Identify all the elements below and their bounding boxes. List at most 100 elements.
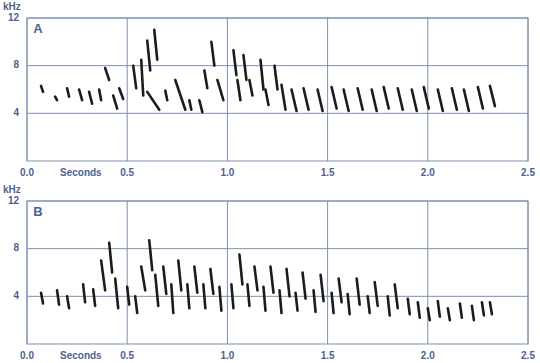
x-tick-label: 0.5	[120, 350, 134, 361]
note-stroke	[113, 95, 117, 108]
note-stroke	[282, 85, 286, 110]
note-stroke	[55, 97, 57, 101]
y-tick-label: 8	[13, 242, 19, 253]
note-stroke	[147, 41, 150, 71]
plot-frame	[27, 18, 528, 161]
note-stroke	[395, 284, 398, 308]
y-grid-line	[27, 113, 528, 114]
x-tick-label: 1.0	[220, 167, 234, 178]
note-stroke	[67, 296, 69, 308]
note-stroke	[83, 284, 85, 302]
note-stroke	[243, 55, 246, 80]
note-stroke	[292, 90, 297, 111]
x-grid-line	[27, 18, 28, 161]
x-tick-label: 1.5	[321, 167, 335, 178]
note-stroke	[418, 302, 420, 317]
note-stroke	[384, 87, 389, 108]
note-stroke	[339, 278, 342, 302]
y-tick-label: 4	[13, 107, 19, 118]
note-stroke	[57, 290, 59, 304]
x-tick-label: 0.0	[20, 350, 34, 361]
note-stroke	[368, 296, 370, 313]
note-stroke	[388, 296, 390, 315]
notes	[41, 240, 492, 320]
note-stroke	[270, 267, 273, 293]
note-stroke	[348, 294, 350, 314]
note-stroke	[211, 42, 214, 66]
x-grid-line	[327, 201, 328, 344]
notes	[41, 30, 495, 112]
panel-title: B	[33, 204, 42, 219]
x-grid-line	[528, 201, 529, 344]
plot-frame	[27, 201, 528, 344]
x-tick-label: 2.0	[421, 167, 435, 178]
note-stroke	[375, 282, 378, 306]
y-grid-line	[27, 65, 528, 66]
note-stroke	[280, 290, 282, 313]
note-stroke	[460, 303, 462, 317]
note-stroke	[464, 90, 469, 111]
note-stroke	[372, 90, 377, 111]
note-stroke	[452, 88, 457, 109]
note-stroke	[332, 293, 334, 313]
note-stroke	[175, 80, 185, 110]
note-stroke	[296, 293, 298, 311]
note-stroke	[203, 284, 205, 308]
note-stroke	[239, 255, 242, 285]
note-stroke	[472, 306, 474, 320]
note-stroke	[303, 273, 306, 299]
y-axis-label: kHz	[3, 184, 21, 195]
note-stroke	[135, 296, 137, 313]
note-stroke	[438, 90, 443, 111]
y-axis-label: kHz	[3, 1, 21, 12]
note-stroke	[260, 60, 263, 90]
note-stroke	[165, 91, 167, 101]
note-stroke	[231, 284, 233, 308]
note-stroke	[155, 275, 158, 306]
x-tick-label: 2.0	[421, 350, 435, 361]
note-stroke	[357, 278, 360, 304]
x-tick-label: 1.5	[321, 350, 335, 361]
note-stroke	[89, 92, 92, 104]
note-stroke	[149, 240, 152, 270]
note-stroke	[344, 90, 349, 111]
note-stroke	[199, 100, 202, 112]
note-stroke	[217, 80, 223, 100]
note-stroke	[398, 88, 403, 109]
note-stroke	[314, 290, 316, 311]
x-axis-label: Seconds	[60, 350, 102, 361]
note-stroke	[358, 88, 363, 109]
note-stroke	[304, 88, 309, 109]
note-stroke	[265, 90, 268, 105]
y-tick-label: 4	[13, 290, 19, 301]
y-tick-label: 12	[8, 195, 20, 206]
note-stroke	[163, 267, 166, 294]
note-stroke	[204, 70, 207, 88]
note-stroke	[482, 302, 484, 315]
x-grid-line	[127, 18, 128, 161]
x-grid-line	[27, 201, 28, 344]
note-stroke	[154, 30, 157, 60]
note-stroke	[147, 92, 159, 110]
note-stroke	[127, 287, 129, 305]
note-stroke	[412, 90, 417, 111]
x-grid-line	[427, 201, 428, 344]
note-stroke	[101, 261, 105, 291]
note-stroke	[318, 90, 323, 111]
x-axis-label: Seconds	[60, 167, 102, 178]
note-stroke	[247, 284, 249, 305]
x-tick-label: 0.5	[120, 167, 134, 178]
x-tick-label: 0.0	[20, 167, 34, 178]
note-stroke	[424, 87, 429, 108]
x-tick-label: 2.5	[521, 167, 535, 178]
note-stroke	[133, 66, 136, 89]
note-stroke	[237, 80, 240, 100]
note-stroke	[41, 293, 43, 304]
x-grid-line	[127, 201, 128, 344]
y-tick-label: 8	[13, 59, 19, 70]
note-stroke	[115, 278, 118, 308]
note-stroke	[109, 243, 112, 273]
y-grid-line	[27, 296, 528, 297]
note-stroke	[141, 60, 143, 96]
note-stroke	[105, 68, 109, 80]
